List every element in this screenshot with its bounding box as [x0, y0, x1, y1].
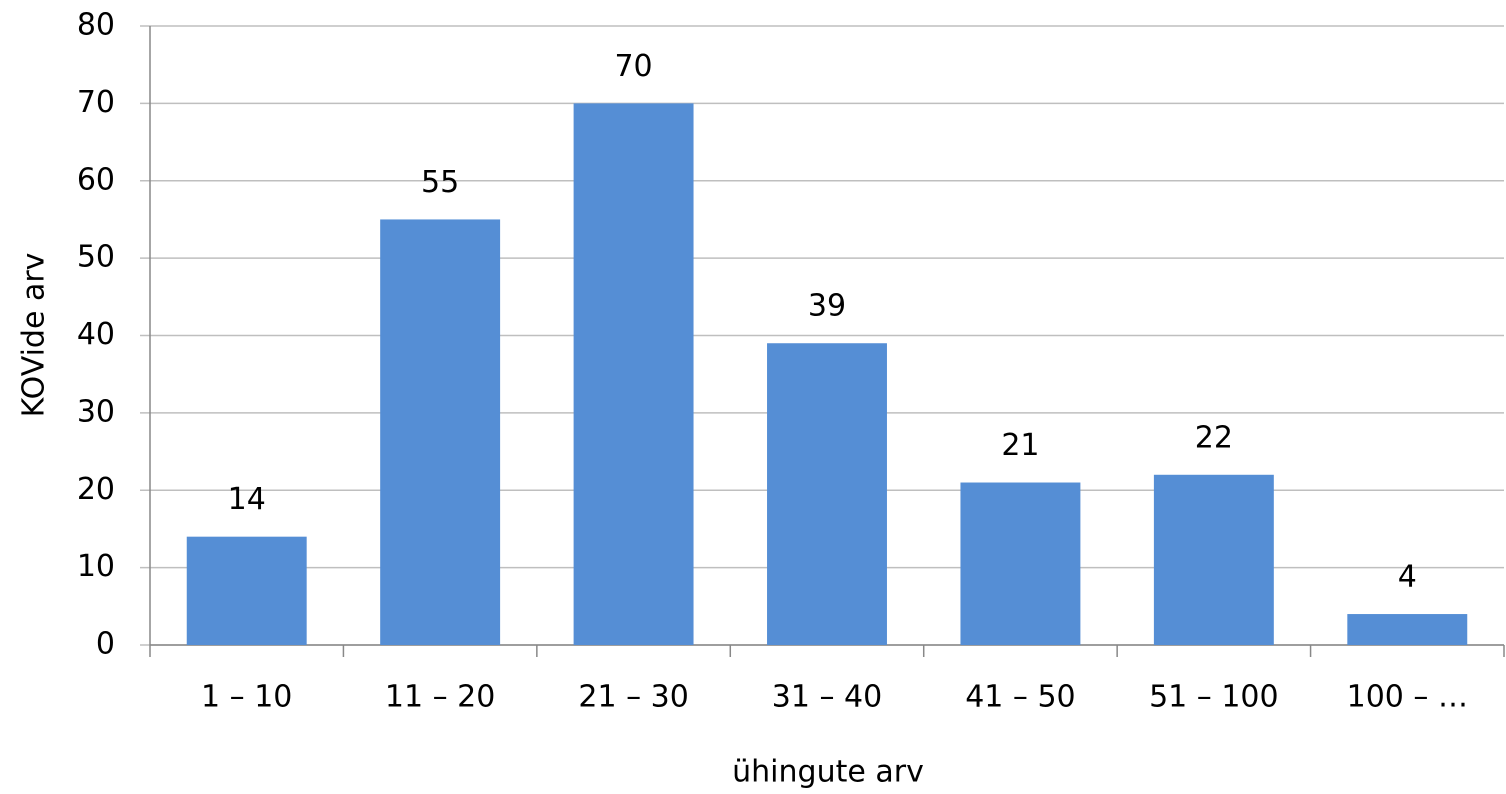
y-tick-label: 70	[77, 85, 115, 120]
y-tick-label: 40	[77, 317, 115, 352]
data-label: 4	[1398, 560, 1417, 595]
data-label: 39	[808, 289, 846, 324]
bar	[380, 219, 501, 645]
x-tick-label: 11 – 20	[385, 680, 495, 715]
data-label: 55	[421, 165, 459, 200]
y-tick-label: 30	[77, 394, 115, 429]
bar	[767, 343, 887, 645]
bar	[960, 482, 1081, 645]
y-axis-title: KOVide arv	[17, 253, 52, 418]
x-tick-label: 100 – …	[1347, 680, 1468, 715]
x-tick-label: 31 – 40	[772, 680, 882, 715]
data-label: 22	[1195, 420, 1233, 455]
y-tick-label: 60	[77, 162, 115, 197]
y-tick-label: 80	[77, 8, 115, 43]
data-label: 14	[228, 482, 266, 517]
y-tick-label: 50	[77, 240, 115, 275]
data-label: 70	[614, 49, 652, 84]
y-tick-label: 10	[77, 549, 115, 584]
x-axis-title: ühingute arv	[732, 755, 924, 790]
bar	[573, 103, 694, 645]
y-tick-label: 0	[96, 627, 115, 662]
bar	[1347, 614, 1468, 645]
bar	[186, 536, 307, 645]
data-label: 21	[1001, 428, 1039, 463]
x-tick-label: 51 – 100	[1149, 680, 1279, 715]
x-tick-label: 21 – 30	[578, 680, 688, 715]
x-tick-label: 41 – 50	[965, 680, 1075, 715]
y-tick-label: 20	[77, 472, 115, 507]
bar	[1153, 474, 1274, 645]
x-tick-label: 1 – 10	[201, 680, 292, 715]
